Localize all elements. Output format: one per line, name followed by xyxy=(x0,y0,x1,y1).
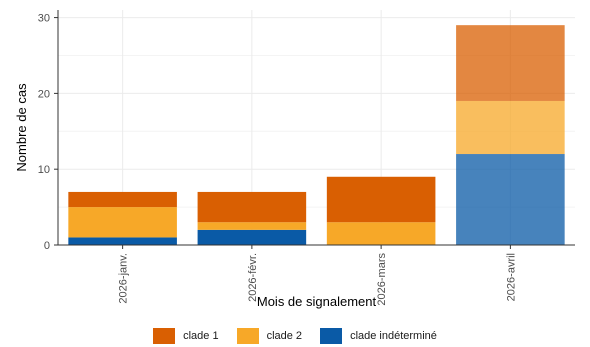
legend-item: clade indéterminé xyxy=(320,328,437,344)
y-tick-label: 0 xyxy=(44,240,50,252)
bar-segment xyxy=(456,154,565,245)
legend-label: clade 1 xyxy=(183,330,219,342)
x-tick-label: 2026-avril xyxy=(505,253,517,301)
bar-segment xyxy=(456,25,565,101)
y-tick-label: 10 xyxy=(38,164,50,176)
legend-key xyxy=(236,328,259,344)
bar-segment xyxy=(68,191,177,208)
legend: clade 1 clade 2 clade indéterminé xyxy=(0,328,590,344)
bar-segment xyxy=(326,222,436,245)
x-axis-title: Mois de signalement xyxy=(257,294,377,309)
bar-segment xyxy=(68,237,177,245)
legend-item: clade 2 xyxy=(236,328,303,344)
bars xyxy=(68,25,565,245)
legend-item: clade 1 xyxy=(153,328,219,344)
x-tick-label: 2026-janv. xyxy=(118,253,130,304)
legend-key xyxy=(320,328,343,344)
bar-segment xyxy=(68,207,177,238)
y-axis: 0 10 20 30 xyxy=(38,10,59,252)
y-tick-label: 20 xyxy=(38,88,50,100)
y-tick-label: 30 xyxy=(38,13,50,25)
bar-segment xyxy=(197,191,307,223)
bar-segment xyxy=(197,222,307,230)
x-axis: 2026-janv. 2026-févr. 2026-mars 2026-avril xyxy=(58,244,575,306)
legend-key xyxy=(153,328,176,344)
y-axis-title: Nombre de cas xyxy=(14,83,29,172)
x-tick-label: 2026-mars xyxy=(376,253,388,306)
bar-segment xyxy=(197,229,307,245)
legend-label: clade 2 xyxy=(266,330,303,342)
x-tick-label: 2026-févr. xyxy=(247,253,259,302)
bar-segment xyxy=(326,176,436,223)
legend-label: clade indéterminé xyxy=(350,330,437,342)
bar-segment xyxy=(456,100,565,155)
